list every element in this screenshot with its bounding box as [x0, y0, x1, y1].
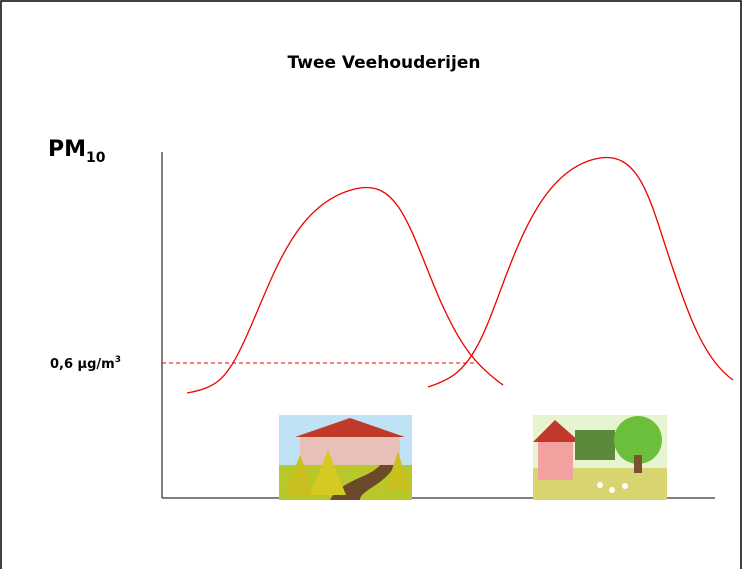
y-axis-label-subscript: 10	[86, 150, 106, 166]
threshold-label-text: 0,6 µg/m	[50, 357, 115, 372]
farm-image-1	[279, 415, 412, 500]
threshold-label: 0,6 µg/m3	[50, 355, 121, 372]
farm-image-2	[533, 415, 667, 500]
threshold-label-superscript: 3	[115, 355, 121, 365]
y-axis-label-text: PM	[48, 137, 86, 162]
diagram: Twee Veehouderijen PM10 0,6 µg/m3	[0, 0, 742, 569]
title: Twee Veehouderijen	[288, 53, 481, 73]
